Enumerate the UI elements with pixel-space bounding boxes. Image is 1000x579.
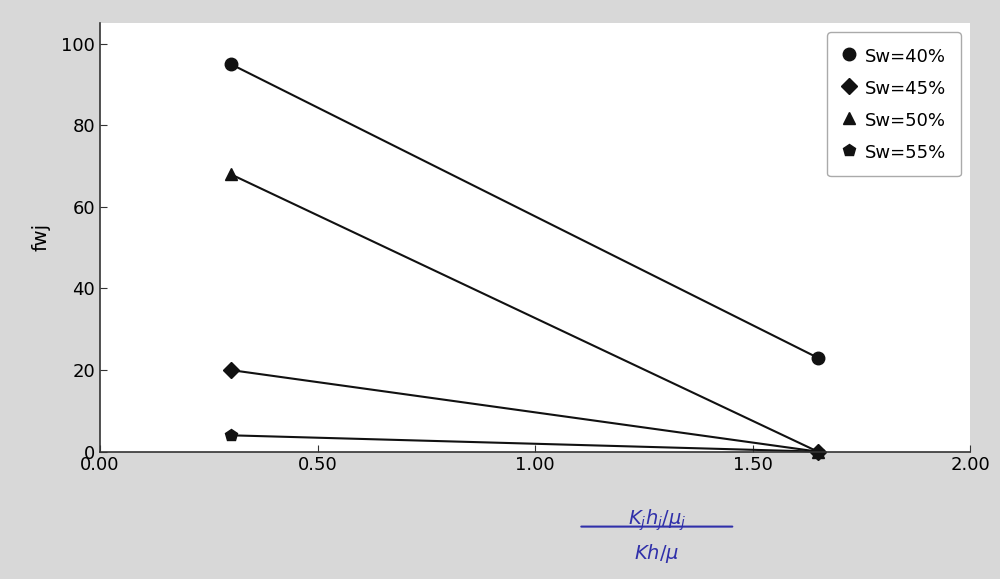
- Text: $Kh/\mu$: $Kh/\mu$: [634, 541, 679, 565]
- Text: $K_jh_j/\mu_j$: $K_jh_j/\mu_j$: [628, 507, 686, 533]
- Y-axis label: fwj: fwj: [31, 223, 50, 251]
- Legend: Sw=40%, Sw=45%, Sw=50%, Sw=55%: Sw=40%, Sw=45%, Sw=50%, Sw=55%: [827, 32, 961, 177]
